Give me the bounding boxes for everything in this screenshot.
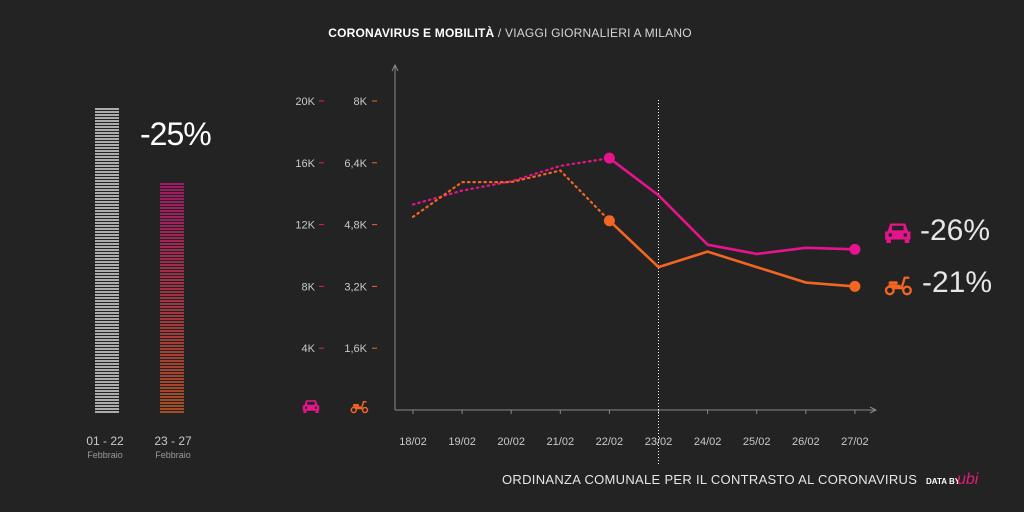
y-right-tick-label: 1,6K [344, 343, 367, 355]
period1-bar [95, 108, 119, 413]
car-icon [302, 400, 320, 413]
period2-sublabel: Febbraio [155, 450, 191, 460]
scooter-point-end [849, 280, 861, 292]
x-tick-label: 27/02 [841, 436, 869, 448]
x-tick-label: 20/02 [497, 436, 525, 448]
car-point-start [603, 152, 615, 164]
legend-car-value: -26% [920, 214, 991, 247]
x-tick-label: 24/02 [694, 436, 722, 448]
period2-bar [160, 183, 184, 413]
x-tick-label: 26/02 [792, 436, 820, 448]
x-tick-label: 25/02 [743, 436, 771, 448]
y-right-tick-label: 4,8K [344, 220, 367, 232]
car-icon [885, 223, 911, 243]
scooter-series-line [608, 219, 856, 288]
y-left-tick-label: 16K [295, 158, 315, 170]
period1-sublabel: Febbraio [87, 450, 123, 460]
y-left-tick-label: 20K [295, 96, 315, 108]
period2-label: 23 - 27 [154, 434, 192, 448]
ubi-logo: ubi [957, 471, 979, 488]
y-left-tick-label: 4K [302, 343, 316, 355]
y-left-tick-label: 8K [302, 281, 316, 293]
x-tick-label: 19/02 [448, 436, 476, 448]
y-right-tick-label: 3,2K [344, 281, 367, 293]
y-right-tick-label: 6,4K [344, 158, 367, 170]
car-series-line [608, 157, 855, 256]
scooter-icon [350, 401, 369, 414]
y-axis-arrow [391, 63, 399, 72]
title-bold: CORONAVIRUS E MOBILITÀ [328, 26, 495, 40]
period-comparison-bars [95, 108, 184, 413]
annotation-label: ORDINANZA COMUNALE PER IL CONTRASTO AL C… [502, 472, 918, 487]
legend-scooter-value: -21% [922, 266, 993, 299]
x-tick-label: 21/02 [547, 436, 575, 448]
chart-title: CORONAVIRUS E MOBILITÀ / VIAGGI GIORNALI… [0, 26, 1020, 40]
data-by-label: DATA BY [926, 477, 961, 486]
period2-caption: 23 - 27 Febbraio [148, 434, 198, 460]
car-point-end [849, 243, 861, 255]
period1-caption: 01 - 22 Febbraio [80, 434, 130, 460]
scooter-point-start [603, 215, 615, 227]
title-rest: / VIAGGI GIORNALIERI A MILANO [494, 26, 692, 40]
total-change-value: -25% [140, 116, 212, 152]
period1-label: 01 - 22 [86, 434, 124, 448]
y-left-tick-label: 12K [295, 220, 315, 232]
x-tick-label: 18/02 [399, 436, 427, 448]
x-axis-arrow [869, 406, 878, 414]
scooter-series-dotted [411, 169, 611, 222]
scooter-icon [884, 276, 912, 296]
y-right-tick-label: 8K [354, 96, 368, 108]
x-tick-label: 22/02 [596, 436, 624, 448]
